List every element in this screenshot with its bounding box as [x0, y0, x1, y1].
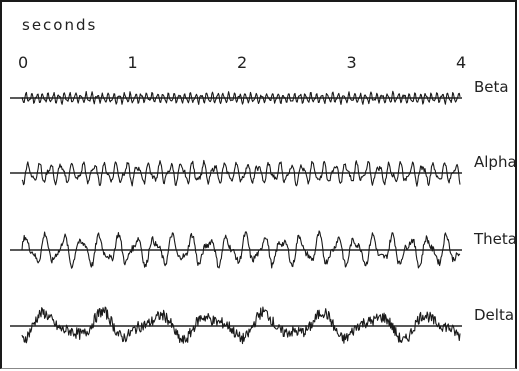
- series-label: Theta: [473, 230, 517, 248]
- series-group: Beta Alpha Theta Delta: [10, 78, 517, 345]
- x-axis-unit-label: seconds: [22, 16, 97, 34]
- series-trace: [21, 90, 461, 105]
- series-label: Alpha: [474, 153, 517, 171]
- series-trace: [21, 159, 461, 187]
- x-tick-label: 0: [18, 53, 28, 72]
- x-tick-labels: 0 1 2 3 4: [18, 53, 466, 72]
- x-tick-label: 3: [347, 53, 357, 72]
- x-tick-label: 2: [237, 53, 247, 72]
- series-label: Delta: [474, 306, 514, 324]
- series-trace: [21, 230, 461, 269]
- series-theta: Theta: [10, 230, 517, 269]
- series-delta: Delta: [10, 306, 514, 345]
- series-label: Beta: [474, 78, 509, 96]
- x-tick-label: 1: [128, 53, 138, 72]
- series-alpha: Alpha: [10, 153, 517, 187]
- x-tick-label: 4: [456, 53, 466, 72]
- series-beta: Beta: [10, 78, 509, 105]
- series-trace: [21, 306, 461, 345]
